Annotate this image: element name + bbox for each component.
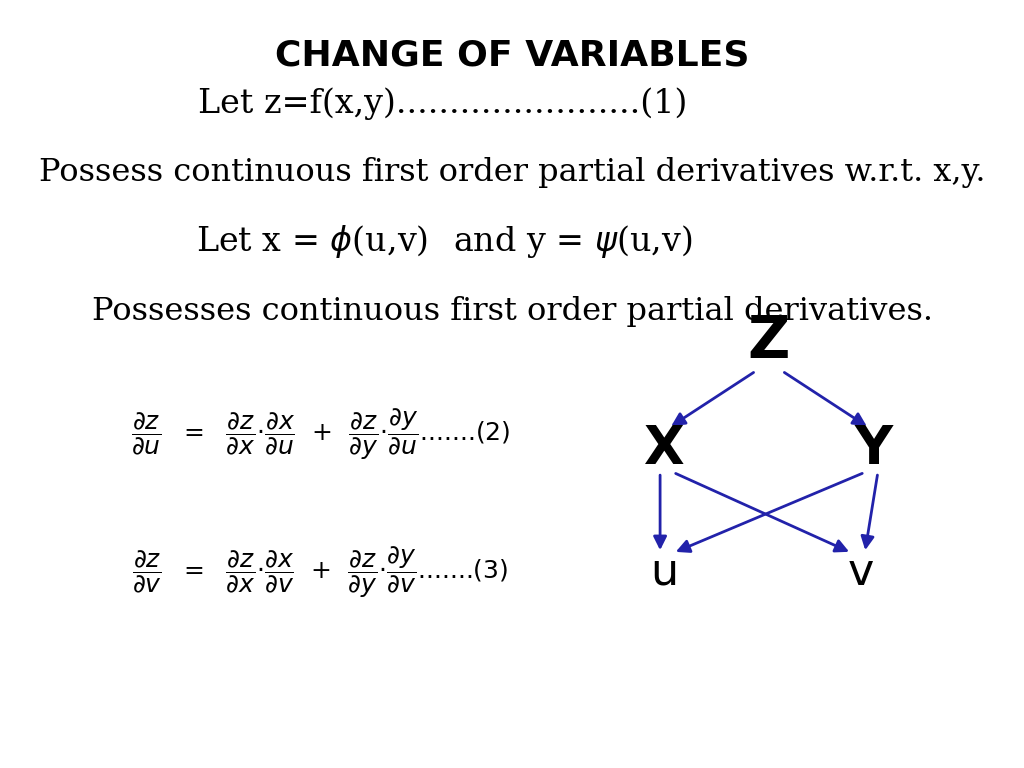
Text: Let z=f(x,y).......................(1): Let z=f(x,y).......................(1) [198,88,687,120]
Text: Possesses continuous first order partial derivatives.: Possesses continuous first order partial… [91,296,933,326]
Text: $\dfrac{\partial z}{\partial u}$  $=$  $\dfrac{\partial z}{\partial x}$$\cdot$$\: $\dfrac{\partial z}{\partial u}$ $=$ $\d… [131,406,510,462]
Text: CHANGE OF VARIABLES: CHANGE OF VARIABLES [274,38,750,72]
Text: u: u [650,551,679,594]
Text: $\dfrac{\partial z}{\partial v}$  $=$  $\dfrac{\partial z}{\partial x}$$\cdot$$\: $\dfrac{\partial z}{\partial v}$ $=$ $\d… [132,545,509,600]
Text: v: v [847,551,873,594]
Text: Y: Y [854,423,893,475]
Text: Z: Z [748,313,791,370]
Text: and y = $\psi$(u,v): and y = $\psi$(u,v) [454,223,693,260]
Text: Possess continuous first order partial derivatives w.r.t. x,y.: Possess continuous first order partial d… [39,157,985,188]
Text: X: X [644,423,685,475]
Text: Let x = $\phi$(u,v): Let x = $\phi$(u,v) [196,223,428,260]
